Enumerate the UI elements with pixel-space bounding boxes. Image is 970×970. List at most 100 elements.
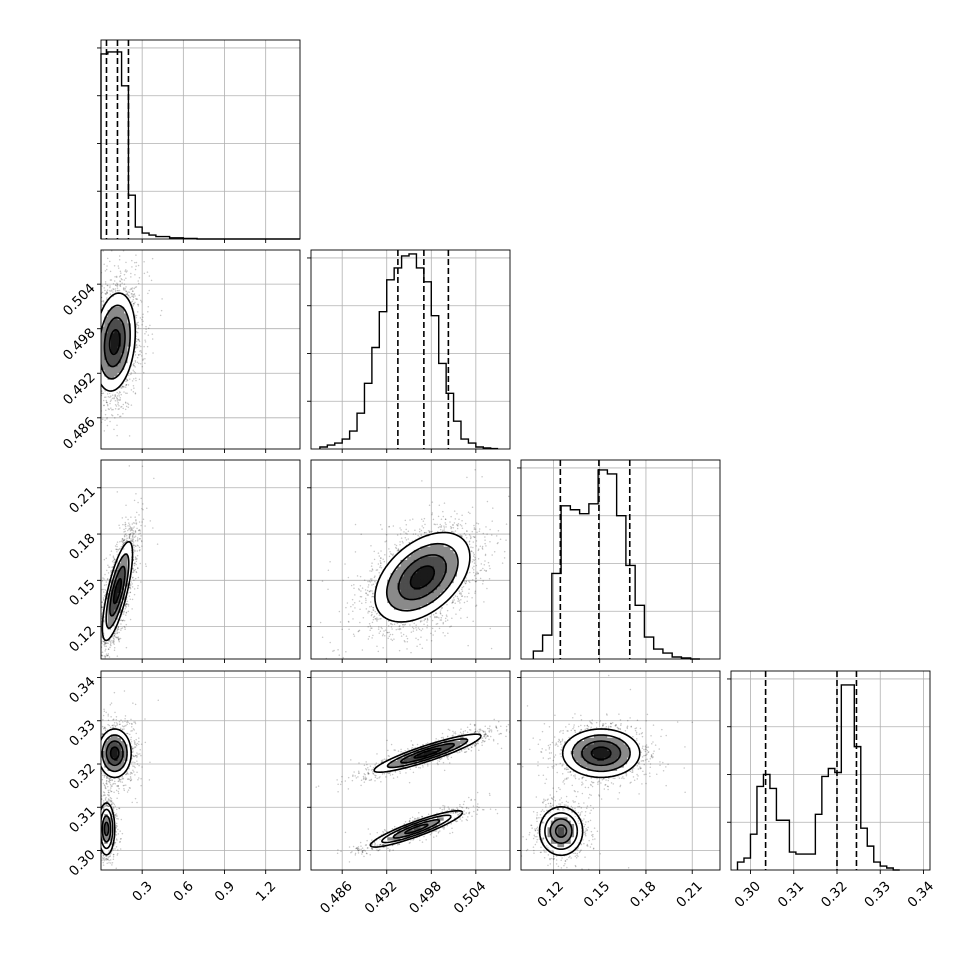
panel-content xyxy=(521,674,694,870)
contour-line xyxy=(101,808,114,850)
contour-line xyxy=(105,553,130,629)
histogram-step-line xyxy=(736,684,900,871)
x-tick-label: 0.32 xyxy=(818,878,851,911)
x-tick-label: 0.6 xyxy=(170,878,197,905)
y-tick-label: 0.12 xyxy=(66,623,99,656)
panel-frame xyxy=(100,249,301,450)
x-tick-label: 0.30 xyxy=(732,878,765,911)
histogram-panel-3: 0.30 0.31 0.32 0.33 0.34 xyxy=(727,670,938,911)
x-tick-label: 0.504 xyxy=(451,878,490,917)
contour-line xyxy=(101,734,128,773)
scatter-panel-0-3: 0.3 0.6 0.9 1.2 0.30 0.31 0.32 0.33 0.34 xyxy=(66,670,301,905)
y-tick-label: 0.492 xyxy=(60,370,99,409)
panel-frame xyxy=(100,39,301,240)
contour-line xyxy=(581,740,622,767)
contour-line xyxy=(373,733,482,774)
contour-line xyxy=(103,821,110,837)
contour-line xyxy=(561,728,641,779)
panel-content xyxy=(101,250,163,437)
x-tick-label: 0.12 xyxy=(534,878,567,911)
panel-frame xyxy=(520,459,721,660)
contour-line xyxy=(549,818,573,844)
density-shading xyxy=(374,532,471,623)
scatter-panel-1-3: 0.486 0.492 0.498 0.504 xyxy=(307,670,511,917)
histogram-panel-2 xyxy=(517,459,721,663)
contour-line xyxy=(101,728,132,779)
contour-line xyxy=(101,292,137,392)
scatter-panel-0-1: 0.486 0.492 0.498 0.504 xyxy=(60,249,301,453)
y-tick-label: 0.498 xyxy=(60,325,99,364)
density-contours xyxy=(374,531,471,623)
contour-line xyxy=(538,806,584,857)
contour-line xyxy=(101,304,131,380)
y-tick-label: 0.33 xyxy=(66,717,99,750)
panel-frame xyxy=(100,670,301,871)
panel-content xyxy=(315,718,510,863)
contour-line xyxy=(386,738,469,769)
y-tick-label: 0.18 xyxy=(66,530,99,563)
histogram-panel-1 xyxy=(307,249,511,453)
contour-line xyxy=(105,740,124,767)
scatter-panel-2-3: 0.12 0.15 0.18 0.21 xyxy=(517,670,721,911)
contour-line xyxy=(108,329,121,356)
contour-line xyxy=(112,577,123,605)
contour-line xyxy=(413,747,442,759)
contour-line xyxy=(392,819,441,839)
x-tick-label: 1.2 xyxy=(253,878,280,905)
y-tick-label: 0.486 xyxy=(60,414,99,453)
contour-line xyxy=(109,565,126,617)
contour-line xyxy=(409,565,436,590)
x-tick-label: 0.486 xyxy=(317,878,356,917)
panel-content xyxy=(101,690,159,870)
x-tick-label: 0.498 xyxy=(406,878,445,917)
panel-frame xyxy=(310,670,511,871)
panel-frame xyxy=(520,670,721,871)
contour-line xyxy=(404,823,429,835)
contour-line xyxy=(101,540,134,642)
contour-line xyxy=(544,812,579,851)
contour-line xyxy=(554,824,568,838)
density-shading xyxy=(540,727,641,854)
scatter-panel-1-2 xyxy=(307,459,511,663)
panel-frame xyxy=(310,459,511,660)
x-tick-label: 0.3 xyxy=(129,878,156,905)
y-tick-label: 0.504 xyxy=(60,281,99,320)
panel-content xyxy=(311,468,510,659)
panel-frame xyxy=(100,459,301,660)
x-tick-label: 0.15 xyxy=(581,878,614,911)
panel-frame xyxy=(730,670,931,871)
density-contours xyxy=(369,733,482,848)
contour-line xyxy=(369,809,464,848)
contour-line xyxy=(397,554,447,601)
y-tick-label: 0.15 xyxy=(66,577,99,610)
contour-line xyxy=(101,815,112,843)
density-contours xyxy=(101,728,132,856)
histogram-step-line xyxy=(100,51,300,240)
scatter-panel-0-2: 0.12 0.15 0.18 0.21 xyxy=(66,459,301,663)
contour-line xyxy=(400,742,456,764)
density-shading xyxy=(101,727,132,854)
density-contours xyxy=(538,728,641,857)
histogram-step-line xyxy=(532,469,700,660)
contour-line xyxy=(381,814,452,844)
y-tick-label: 0.31 xyxy=(66,804,99,837)
x-tick-label: 0.33 xyxy=(861,878,894,911)
contour-line xyxy=(109,746,120,761)
contour-line xyxy=(101,802,116,856)
x-tick-label: 0.492 xyxy=(362,878,401,917)
x-tick-label: 0.21 xyxy=(673,878,706,911)
x-tick-label: 0.31 xyxy=(775,878,808,911)
x-tick-label: 0.9 xyxy=(212,878,239,905)
panel-frame xyxy=(310,249,511,450)
y-tick-label: 0.32 xyxy=(66,760,99,793)
contour-line xyxy=(571,734,631,773)
contour-line xyxy=(374,531,471,623)
contour-line xyxy=(385,542,459,612)
x-tick-label: 0.18 xyxy=(627,878,660,911)
histogram-step-line xyxy=(319,253,499,450)
y-tick-label: 0.30 xyxy=(66,847,99,880)
contour-line xyxy=(103,316,126,368)
x-tick-label: 0.34 xyxy=(905,878,938,911)
y-tick-label: 0.34 xyxy=(66,674,99,707)
density-contours xyxy=(101,540,134,642)
